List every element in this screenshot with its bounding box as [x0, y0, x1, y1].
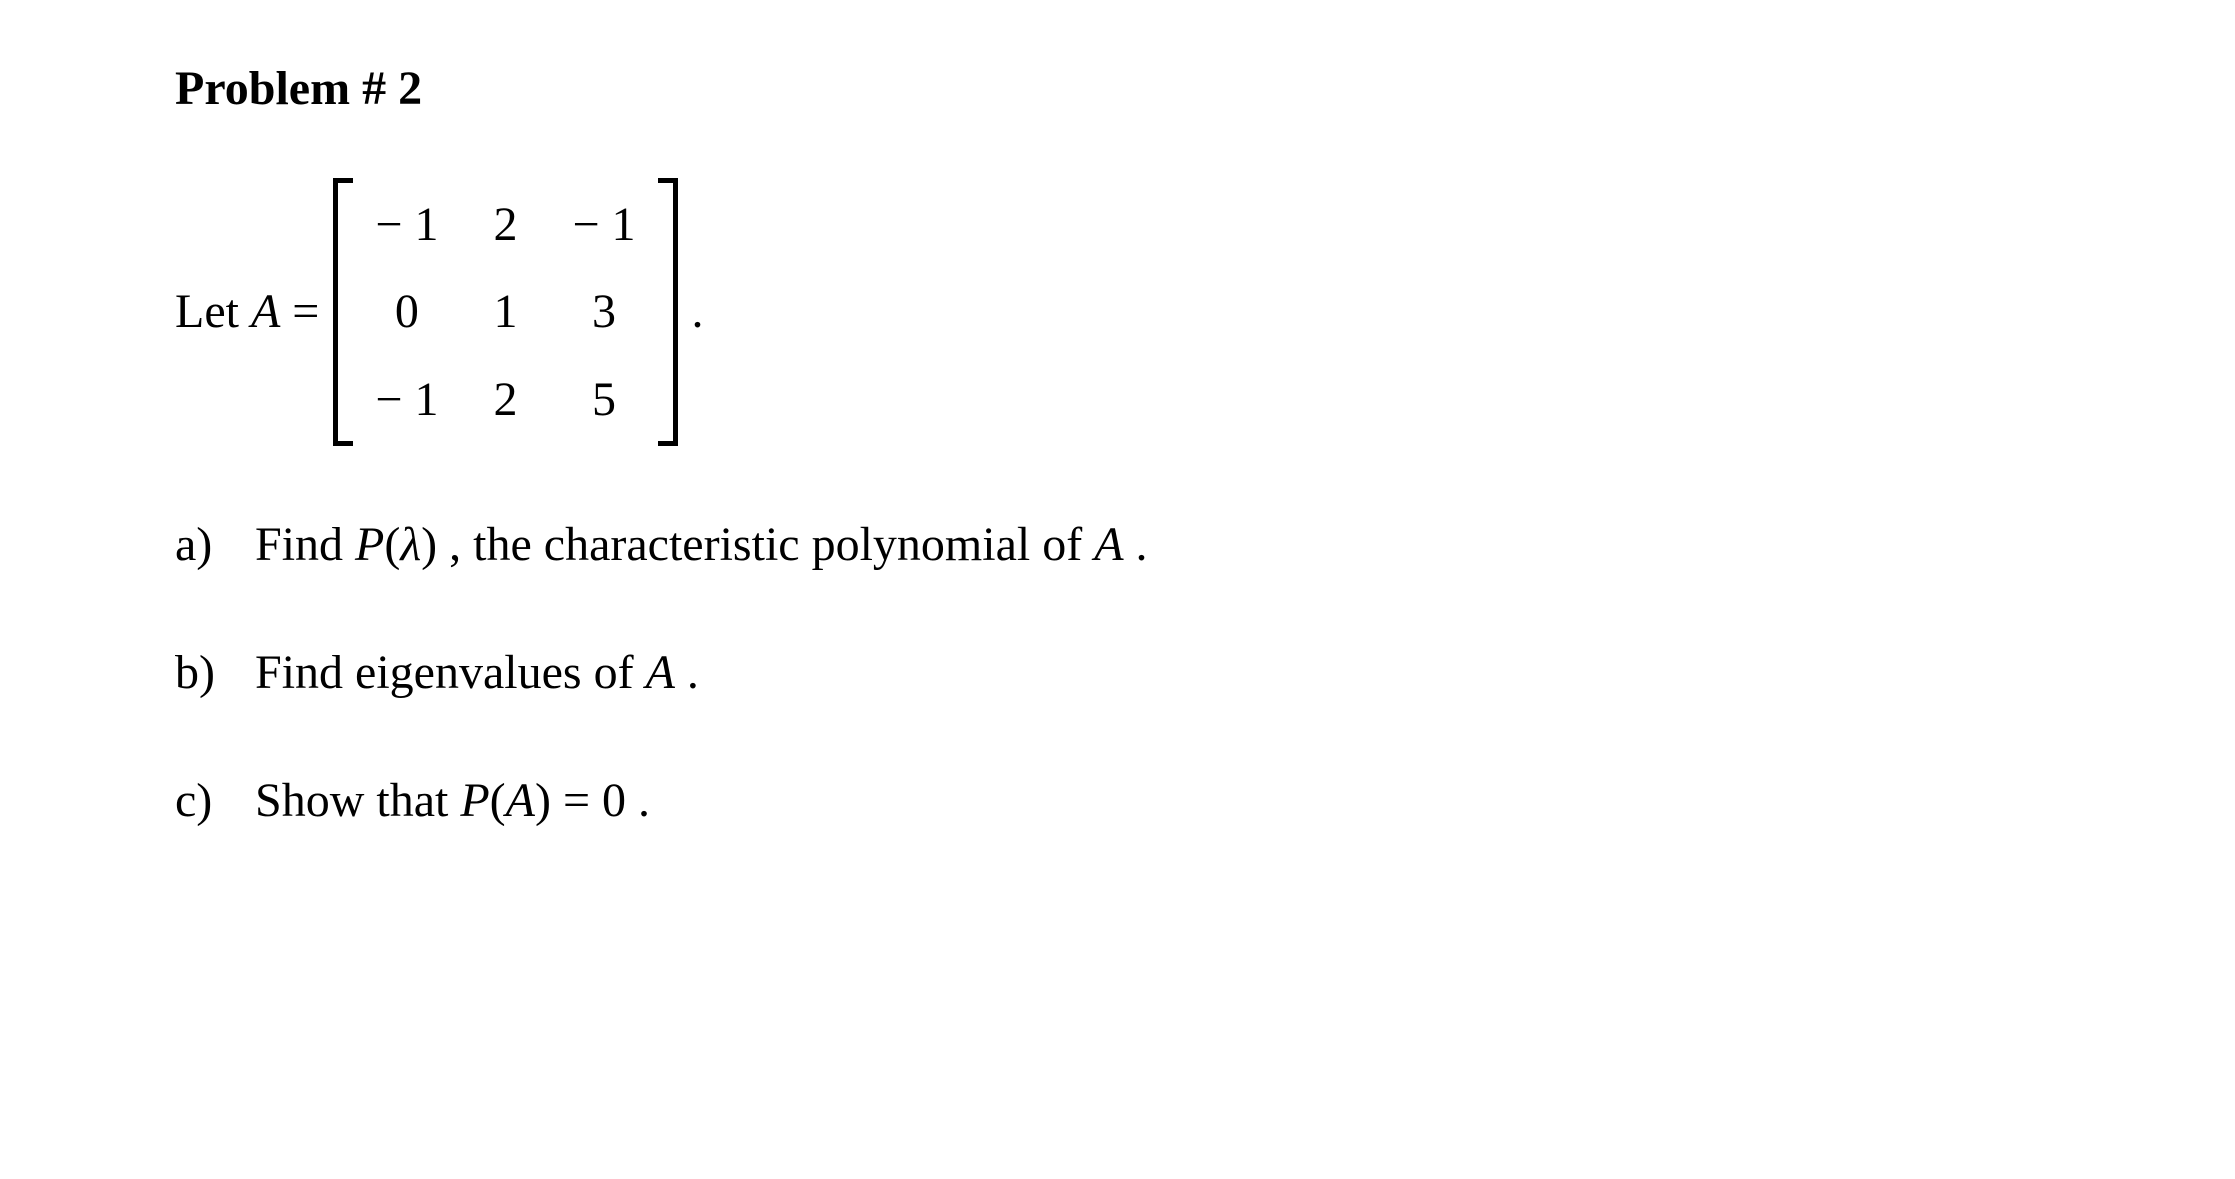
problem-title: Problem # 2 [175, 60, 2235, 118]
matrix-grid: − 1 2 − 1 0 1 3 − 1 2 5 [353, 178, 657, 447]
function-P: P [355, 518, 384, 571]
eq-zero: = 0 [551, 774, 638, 827]
part-b-text: Find eigenvalues of A . [255, 644, 699, 702]
part-label: a) [175, 516, 227, 574]
matrix-A: − 1 2 − 1 0 1 3 − 1 2 5 [333, 178, 677, 447]
matrix-cell: − 1 [572, 196, 635, 254]
equals-sign: = [280, 285, 319, 338]
var-A: A [506, 774, 535, 827]
matrix-cell: 0 [375, 283, 438, 341]
text: , the characteristic polynomial of [437, 518, 1094, 571]
matrix-cell: − 1 [375, 371, 438, 429]
matrix-cell: 1 [476, 283, 534, 341]
close-paren: ) [535, 774, 551, 827]
text: Find [255, 518, 355, 571]
part-a: a) Find P(λ) , the characteristic polyno… [175, 516, 2235, 574]
close-paren: ) [421, 518, 437, 571]
text: . [675, 646, 699, 699]
right-bracket-icon [658, 178, 678, 447]
matrix-definition: Let A = − 1 2 − 1 0 1 3 − 1 2 5 . [175, 178, 2235, 447]
text: . [638, 774, 650, 827]
matrix-cell: 5 [572, 371, 635, 429]
matrix-cell: − 1 [375, 196, 438, 254]
matrix-cell: 2 [476, 371, 534, 429]
text: . [1124, 518, 1148, 571]
var-A: A [1094, 518, 1123, 571]
open-paren: ( [384, 518, 400, 571]
function-P: P [460, 774, 489, 827]
text: Show that [255, 774, 460, 827]
part-c-text: Show that P(A) = 0 . [255, 772, 650, 830]
open-paren: ( [490, 774, 506, 827]
let-prefix: Let [175, 285, 251, 338]
question-list: a) Find P(λ) , the characteristic polyno… [175, 516, 2235, 829]
text: Find eigenvalues of [255, 646, 646, 699]
matrix-cell: 3 [572, 283, 635, 341]
left-bracket-icon [333, 178, 353, 447]
let-text: Let A = [175, 283, 319, 341]
part-c: c) Show that P(A) = 0 . [175, 772, 2235, 830]
matrix-variable: A [251, 285, 280, 338]
sentence-period: . [692, 283, 704, 341]
part-a-text: Find P(λ) , the characteristic polynomia… [255, 516, 1148, 574]
part-label: b) [175, 644, 227, 702]
var-A: A [646, 646, 675, 699]
matrix-cell: 2 [476, 196, 534, 254]
part-b: b) Find eigenvalues of A . [175, 644, 2235, 702]
part-label: c) [175, 772, 227, 830]
problem-page: Problem # 2 Let A = − 1 2 − 1 0 1 3 − 1 … [0, 0, 2235, 889]
lambda: λ [400, 518, 421, 571]
